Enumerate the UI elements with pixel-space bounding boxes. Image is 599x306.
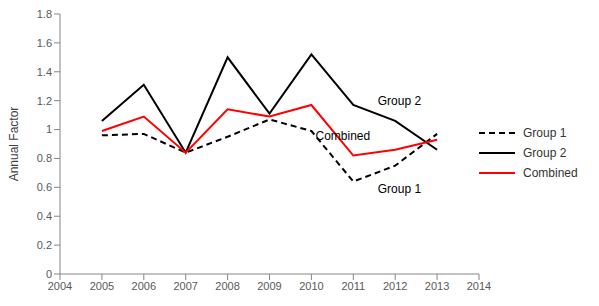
html-text:Combined: Combined [523, 166, 578, 180]
svg-text:2010: 2010 [299, 280, 323, 292]
svg-text:2011: 2011 [341, 280, 365, 292]
svg-text:1.2: 1.2 [37, 95, 52, 107]
svg-text:Combined: Combined [315, 129, 370, 143]
svg-text:1: 1 [46, 123, 52, 135]
svg-text:2007: 2007 [173, 280, 197, 292]
svg-text:0.6: 0.6 [37, 181, 52, 193]
svg-text:0: 0 [46, 268, 52, 280]
svg-text:2013: 2013 [425, 280, 449, 292]
svg-text:2014: 2014 [467, 280, 491, 292]
svg-text:0.8: 0.8 [37, 152, 52, 164]
svg-text:2005: 2005 [90, 280, 114, 292]
html-text:Group 1: Group 1 [523, 126, 567, 140]
svg-text:2006: 2006 [132, 280, 156, 292]
html-text:Group 2: Group 2 [523, 146, 567, 160]
svg-text:1.8: 1.8 [37, 8, 52, 20]
svg-text:2012: 2012 [383, 280, 407, 292]
svg-text:1.4: 1.4 [37, 66, 52, 78]
svg-text:Group 1: Group 1 [378, 182, 422, 196]
svg-text:0.2: 0.2 [37, 239, 52, 251]
svg-text:2008: 2008 [215, 280, 239, 292]
svg-text:2004: 2004 [48, 280, 72, 292]
svg-text:2009: 2009 [257, 280, 281, 292]
svg-text:1.6: 1.6 [37, 37, 52, 49]
svg-text:0.4: 0.4 [37, 210, 52, 222]
svg-text:Annual Factor: Annual Factor [8, 107, 21, 182]
svg-text:Group 2: Group 2 [378, 94, 422, 108]
